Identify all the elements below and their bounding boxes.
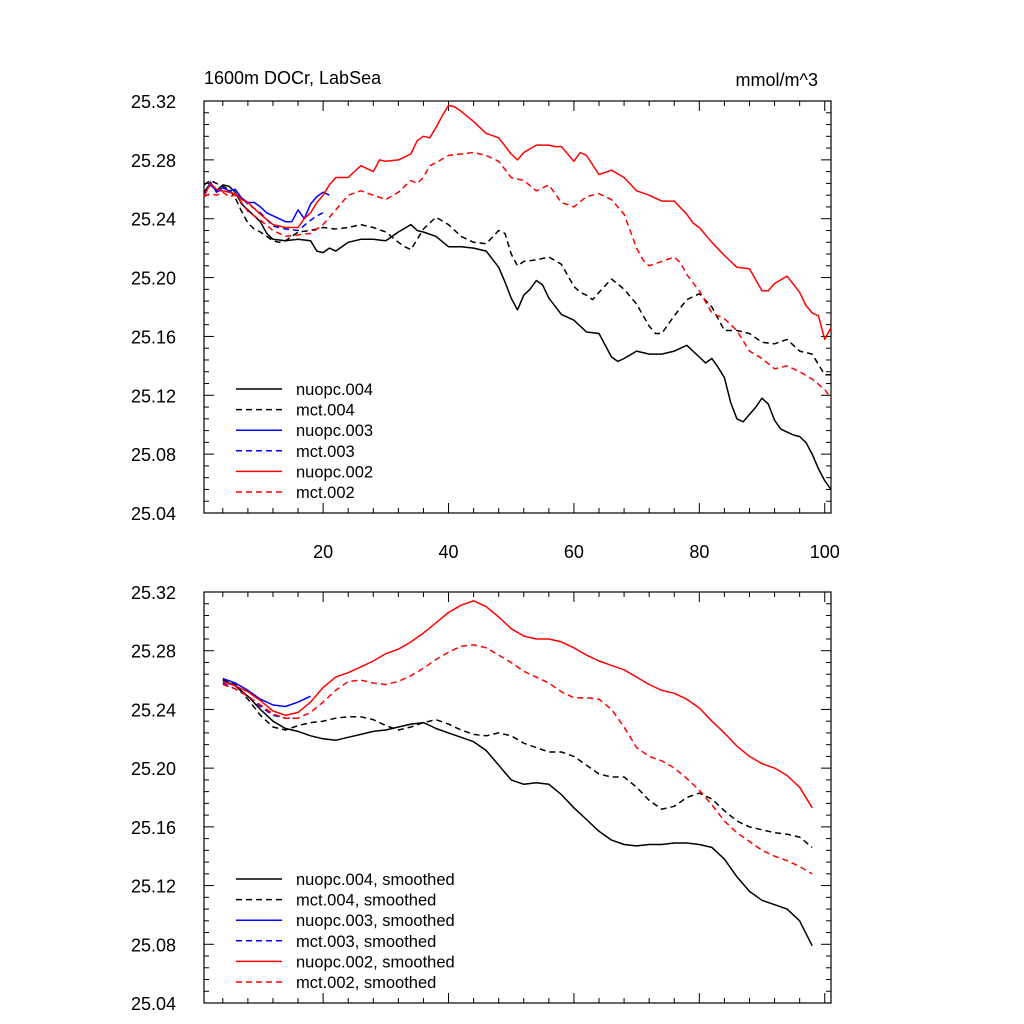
series-line <box>203 181 330 223</box>
units-label: mmol/m^3 <box>736 70 818 90</box>
series-line <box>222 600 813 809</box>
chart-title: 1600m DOCr, LabSea <box>204 68 382 88</box>
y-tick-label: 25.12 <box>131 877 176 897</box>
series-line <box>222 679 813 947</box>
x-tick-label: 100 <box>810 542 840 562</box>
legend-label: nuopc.003 <box>296 422 373 440</box>
y-tick-label: 25.16 <box>131 818 176 838</box>
series-line <box>203 104 832 341</box>
y-tick-label: 25.24 <box>131 210 176 230</box>
y-tick-label: 25.28 <box>131 642 176 662</box>
y-tick-label: 25.12 <box>131 386 176 406</box>
legend-label: mct.004, smoothed <box>296 892 436 910</box>
legend-label: mct.002, smoothed <box>296 974 436 992</box>
series-line <box>222 677 813 848</box>
y-tick-label: 25.08 <box>131 935 176 955</box>
top-panel: 1600m DOCr, LabSea mmol/m^3 25.04 25.08 25… <box>131 68 840 562</box>
y-tick-label: 25.20 <box>131 759 176 779</box>
x-tick-label: 80 <box>689 542 709 562</box>
y-tick-label: 25.28 <box>131 151 176 171</box>
plot-frame <box>203 591 832 1004</box>
x-tick-label: 60 <box>564 542 584 562</box>
legend-label: mct.004 <box>296 402 355 420</box>
y-tick-label: 25.04 <box>131 504 176 524</box>
legend-label: mct.003, smoothed <box>296 933 436 951</box>
y-tick-label: 25.16 <box>131 327 176 347</box>
legend-label: nuopc.004 <box>296 381 373 399</box>
series-line <box>203 151 832 399</box>
legend-label: nuopc.002, smoothed <box>296 953 455 971</box>
series-line <box>222 644 813 875</box>
legend-label: mct.002 <box>296 484 355 502</box>
y-tick-label: 25.32 <box>131 92 176 112</box>
x-tick-label: 40 <box>439 542 459 562</box>
y-tick-label: 25.20 <box>131 269 176 289</box>
x-tick-label: 20 <box>313 542 333 562</box>
series-line <box>203 184 324 232</box>
bottom-panel: 25.04 25.08 25.12 25.16 25.20 25.24 25.28 25.32… <box>131 583 832 1014</box>
series-line <box>203 182 832 490</box>
y-tick-label: 25.04 <box>131 994 176 1014</box>
y-tick-label: 25.24 <box>131 700 176 720</box>
legend-label: nuopc.004, smoothed <box>296 871 455 889</box>
y-tick-label: 25.08 <box>131 445 176 465</box>
legend-label: nuopc.002 <box>296 463 373 481</box>
legend-label: nuopc.003, smoothed <box>296 912 455 930</box>
plot-frame <box>203 100 832 514</box>
series-line <box>203 179 831 376</box>
legend-label: mct.003 <box>296 443 355 461</box>
series-line <box>222 677 311 708</box>
y-tick-label: 25.32 <box>131 583 176 603</box>
